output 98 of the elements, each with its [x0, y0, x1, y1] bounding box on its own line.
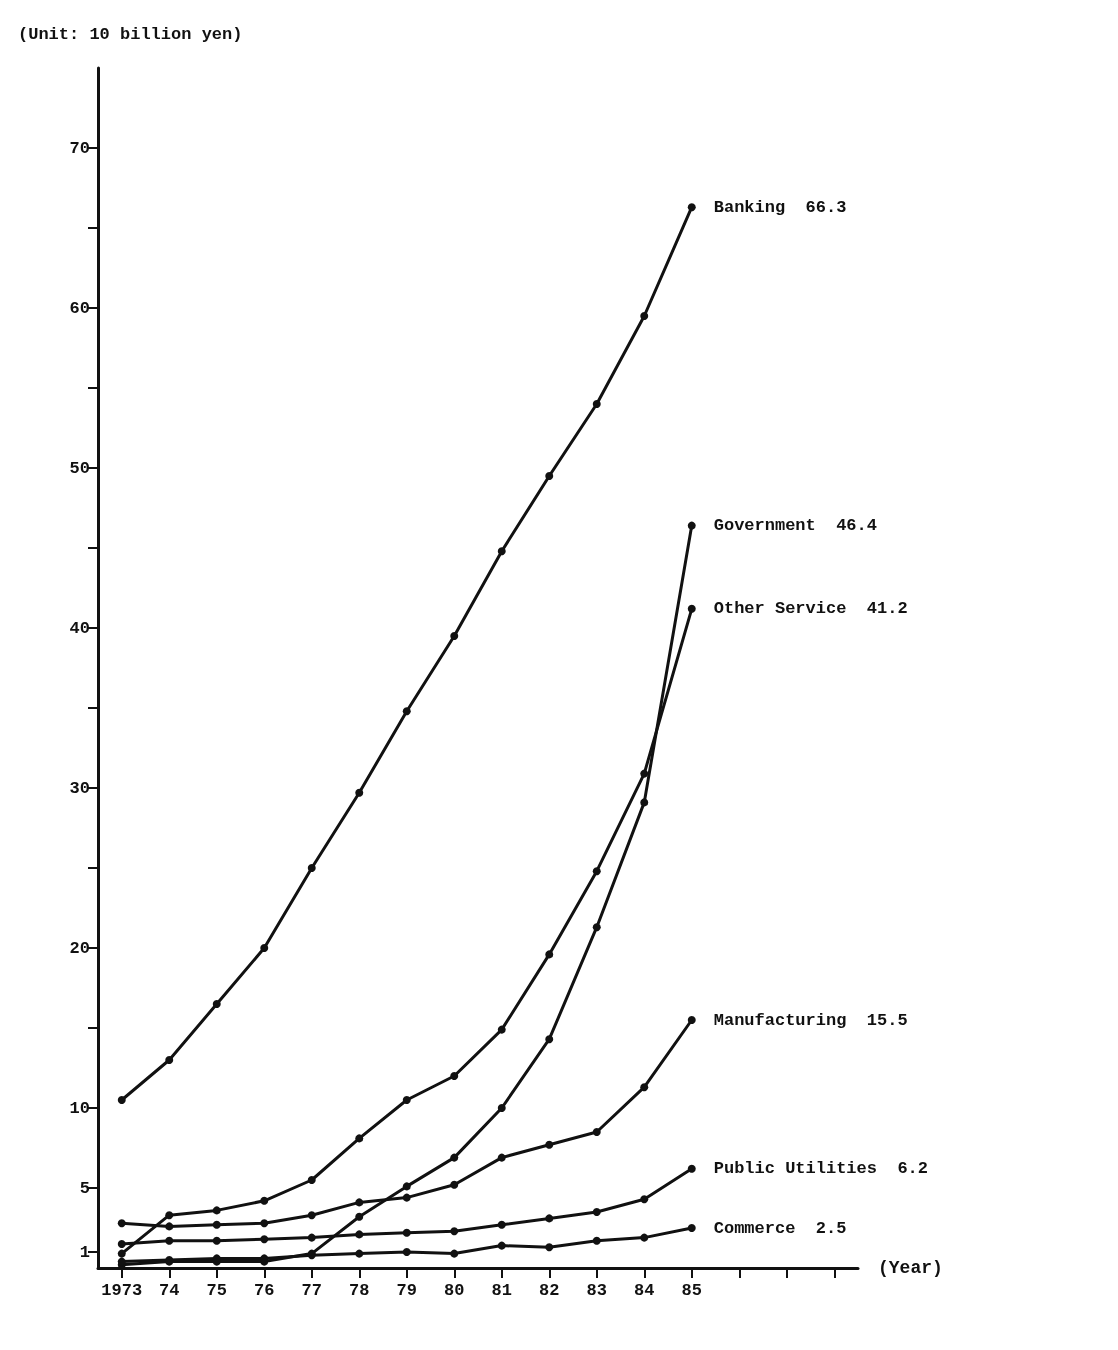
point [545, 950, 554, 959]
point [212, 1236, 221, 1245]
point [545, 1243, 554, 1252]
point [545, 472, 554, 480]
point [355, 1134, 364, 1143]
point [307, 1176, 316, 1184]
point [355, 788, 364, 797]
y-tick-label: 5 [79, 1178, 90, 1198]
point [545, 1140, 554, 1149]
point [260, 1196, 269, 1205]
x-tick-label: 82 [539, 1281, 560, 1300]
point [640, 798, 649, 807]
point [687, 604, 696, 613]
point [165, 1222, 174, 1231]
x-tick-label: 75 [206, 1281, 227, 1300]
x-tick-label: 79 [396, 1281, 417, 1300]
point [640, 1233, 649, 1242]
point [117, 1240, 126, 1248]
point [450, 1227, 459, 1236]
point [212, 1206, 221, 1215]
point [497, 1025, 506, 1034]
point [117, 1096, 126, 1104]
text: Government 46.4 [713, 516, 877, 536]
point [592, 923, 601, 932]
point [545, 1035, 554, 1044]
point [355, 1230, 364, 1239]
x-tick-label: 78 [349, 1281, 370, 1300]
point [165, 1236, 174, 1245]
x-tick-label: 74 [159, 1281, 180, 1300]
point [450, 1249, 459, 1258]
point [117, 1249, 126, 1258]
y-tick-label: 60 [69, 298, 90, 318]
point [497, 547, 506, 556]
point [165, 1211, 174, 1220]
point [402, 1248, 411, 1256]
y-tick-label: 30 [69, 778, 90, 798]
x-tick-label: 76 [254, 1281, 275, 1300]
point [687, 521, 696, 530]
point [592, 1236, 601, 1245]
point [687, 203, 696, 212]
point [450, 1153, 459, 1162]
point [260, 1235, 269, 1244]
point [307, 864, 316, 872]
point [260, 1219, 269, 1228]
point [402, 1193, 411, 1202]
point [545, 1214, 554, 1223]
point [355, 1249, 364, 1258]
point [355, 1212, 364, 1221]
x-axis-title: (Year) [878, 1258, 943, 1278]
text: Banking 66.3 [713, 197, 847, 217]
point [355, 1198, 364, 1207]
y-tick-label: 40 [69, 618, 90, 638]
point [592, 1208, 601, 1216]
point [497, 1104, 506, 1112]
y-tick-label: 1 [79, 1242, 90, 1262]
point [497, 1153, 506, 1162]
y-tick-label: 70 [69, 138, 90, 158]
point [402, 1182, 411, 1191]
text: Other Service 41.2 [713, 599, 908, 619]
point [165, 1056, 174, 1064]
y-axis-title: (Unit: 10 billion yen) [18, 25, 243, 44]
point [307, 1233, 316, 1242]
point [640, 1083, 649, 1092]
y-tick-label: 50 [69, 458, 90, 478]
point [260, 944, 269, 952]
point [497, 1241, 506, 1250]
x-tick-label: 85 [681, 1281, 702, 1300]
point [450, 1072, 459, 1080]
x-tick-label: 80 [444, 1281, 465, 1300]
point [497, 1220, 506, 1229]
point [640, 312, 649, 320]
y-tick-label: 10 [69, 1098, 90, 1118]
point [687, 1224, 696, 1232]
text: Public Utilities 6.2 [713, 1159, 928, 1179]
point [640, 769, 649, 778]
text: Manufacturing 15.5 [713, 1010, 908, 1030]
point [402, 707, 411, 716]
point [687, 1016, 696, 1024]
point [450, 1180, 459, 1189]
point [687, 1164, 696, 1173]
y-tick-label: 20 [69, 938, 90, 958]
point [117, 1219, 126, 1228]
point [402, 1228, 411, 1237]
point [450, 632, 459, 640]
point [307, 1211, 316, 1220]
point [402, 1096, 411, 1104]
point [212, 1000, 221, 1008]
x-tick-label: 1973 [101, 1281, 143, 1300]
x-tick-label: 77 [301, 1281, 322, 1300]
point [592, 867, 601, 876]
point [592, 400, 601, 408]
text: Commerce 2.5 [713, 1218, 847, 1238]
point [640, 1195, 649, 1204]
x-tick-label: 84 [634, 1281, 655, 1300]
x-tick-label: 83 [586, 1281, 607, 1300]
point [592, 1128, 601, 1136]
x-tick-label: 81 [491, 1281, 512, 1300]
point [212, 1220, 221, 1229]
